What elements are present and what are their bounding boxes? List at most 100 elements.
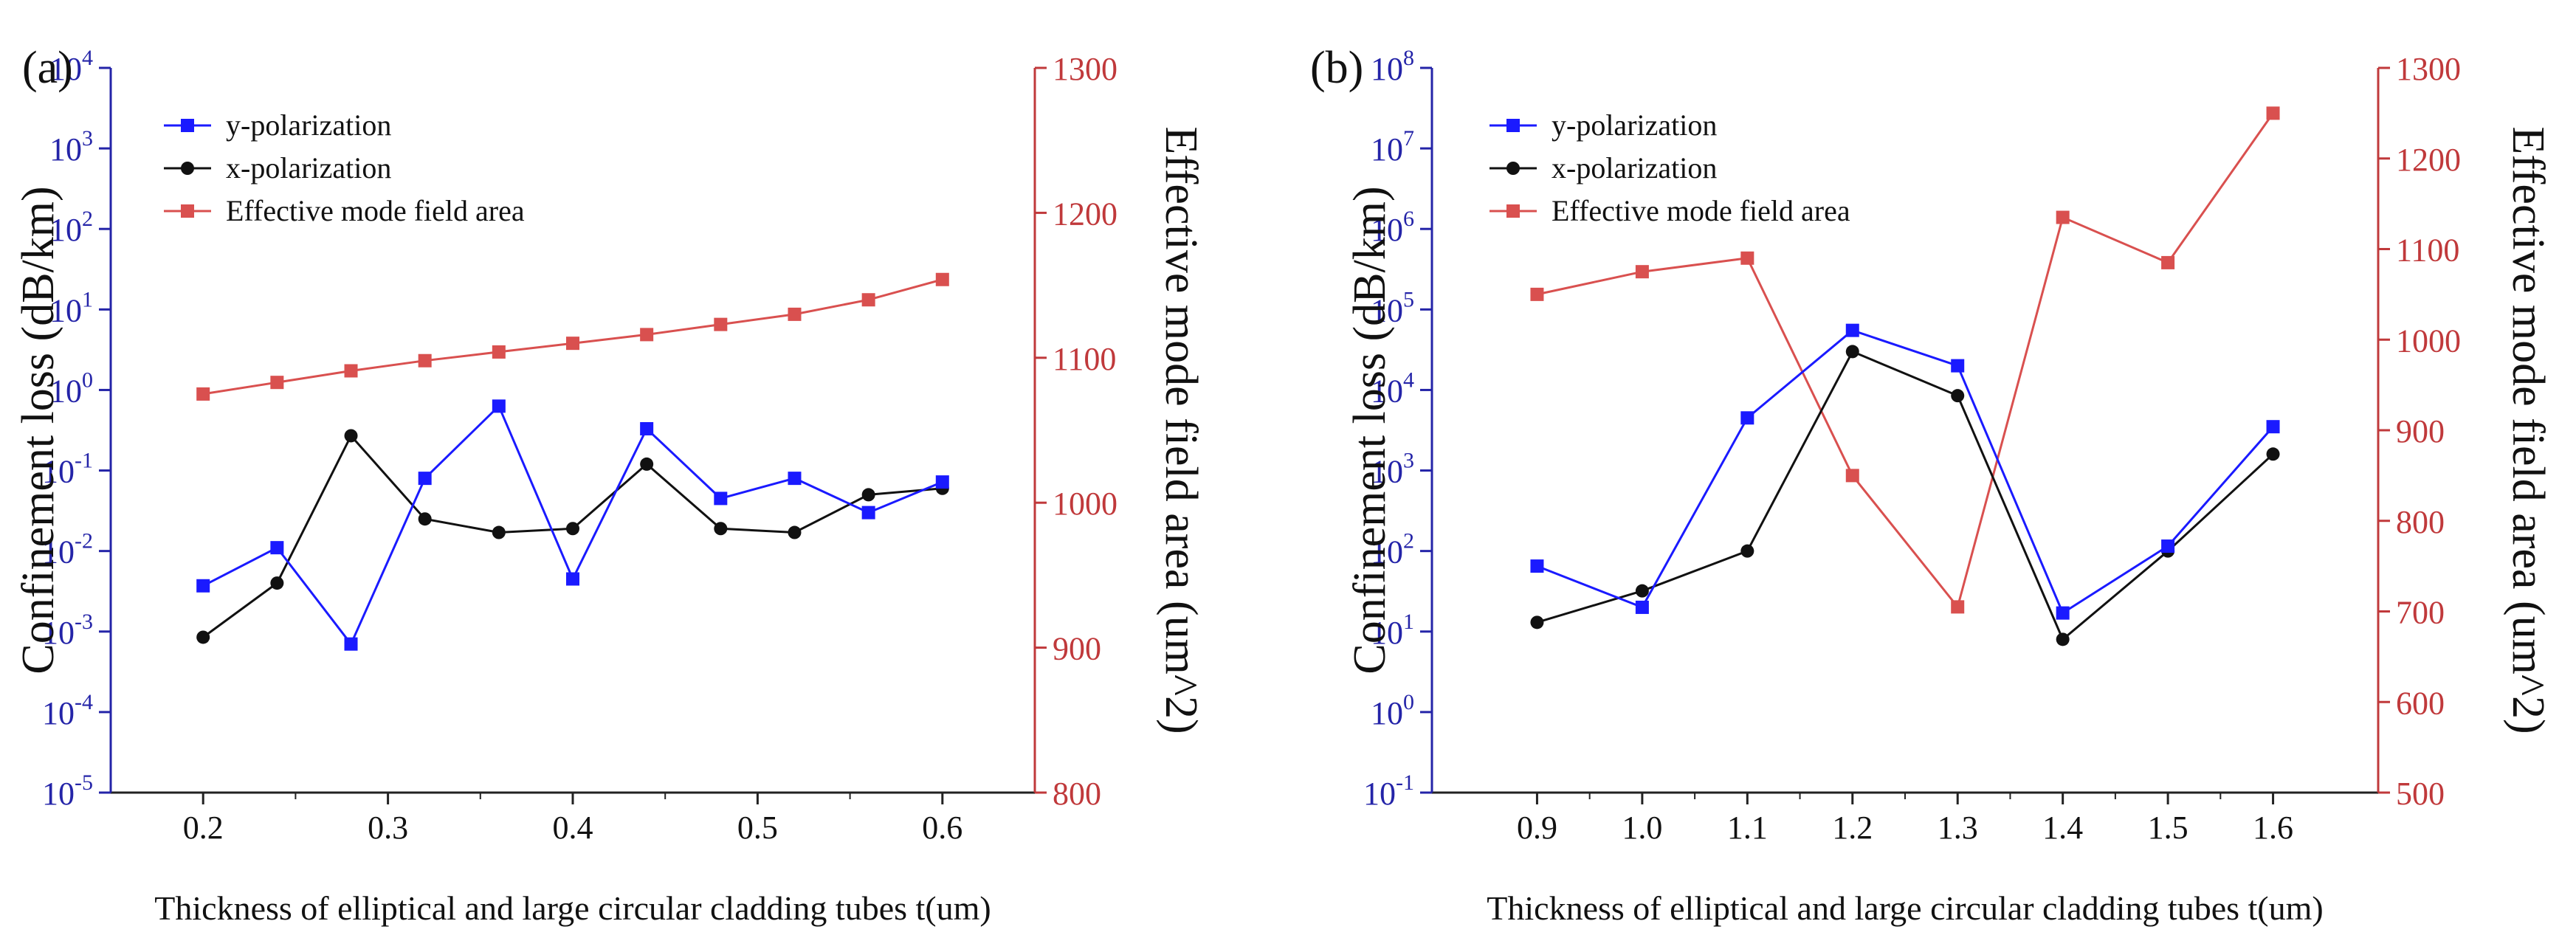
data-point [2161, 539, 2175, 553]
left-y-tick-label: 101 [1371, 610, 1414, 651]
legend-marker [181, 119, 194, 132]
x-tick-label: 1.0 [1622, 810, 1662, 846]
data-point [566, 337, 579, 351]
data-point [1845, 345, 1859, 359]
legend-label: y-polarization [1552, 108, 1717, 142]
left-y-axis-title: Confinement loss (dB/km) [13, 186, 63, 674]
data-point [1740, 251, 1754, 265]
left-y-tick-label: 10-4 [42, 690, 93, 731]
right-y-tick-label: 800 [1053, 776, 1101, 812]
legend-marker [1506, 119, 1520, 132]
left-y-tick-label: 100 [49, 368, 93, 409]
data-point [640, 421, 654, 435]
right-y-axis-title: Effective mode field area (um^2) [1156, 126, 1206, 734]
data-point [2266, 447, 2280, 461]
data-point [640, 457, 654, 471]
data-point [1635, 600, 1649, 614]
data-point [1740, 411, 1754, 425]
right-y-tick-label: 600 [2396, 685, 2445, 721]
legend-label: y-polarization [226, 108, 391, 142]
data-point [1635, 265, 1649, 279]
data-point [935, 272, 949, 286]
data-point [1845, 323, 1859, 337]
right-y-tick-label: 1200 [1053, 196, 1117, 232]
left-y-tick-label: 108 [1371, 46, 1414, 87]
legend: y-polarization x-polarization Effective mo… [1490, 108, 1850, 227]
right-y-tick-label: 900 [2396, 413, 2445, 449]
data-point [1530, 559, 1544, 573]
data-point [1951, 359, 1965, 373]
data-point [714, 317, 728, 331]
data-point [2056, 632, 2070, 646]
left-y-tick-label: 102 [49, 207, 93, 248]
legend-label: x-polarization [1552, 151, 1717, 184]
data-point [861, 506, 875, 520]
left-y-tick-label: 103 [49, 126, 93, 168]
left-y-tick-label: 10-3 [42, 610, 93, 651]
data-point [1951, 600, 1965, 614]
right-y-tick-label: 800 [2396, 504, 2445, 540]
data-point [196, 387, 210, 401]
series-x-polarization [196, 429, 949, 644]
series-x-polarization [1530, 345, 2280, 646]
data-point [2266, 106, 2280, 120]
data-point [1530, 287, 1544, 301]
right-y-tick-label: 1100 [1053, 341, 1116, 377]
right-y-tick-label: 1000 [1053, 486, 1117, 522]
left-y-tick-label: 10-1 [42, 449, 93, 490]
data-point [1740, 544, 1754, 558]
data-point [2266, 420, 2280, 434]
x-axis-title: Thickness of elliptical and large circul… [154, 889, 991, 927]
legend-label: Effective mode field area [226, 194, 525, 227]
left-y-axis-title: Confinement loss (dB/km) [1345, 186, 1395, 674]
data-point [418, 512, 432, 526]
right-y-tick-label: 1200 [2396, 142, 2461, 178]
data-point [714, 522, 728, 536]
x-tick-label: 1.6 [2253, 810, 2293, 846]
data-point [788, 472, 802, 486]
panel-label: (a) [22, 43, 73, 93]
data-point [270, 376, 284, 390]
series-line [1537, 112, 2274, 610]
legend-marker [1506, 162, 1520, 175]
data-point [2161, 255, 2175, 269]
x-tick-label: 0.3 [368, 810, 408, 846]
right-y-axis-title: Effective mode field area (um^2) [2503, 126, 2553, 734]
data-point [270, 576, 284, 590]
x-tick-label: 1.1 [1727, 810, 1768, 846]
legend-label: x-polarization [226, 151, 391, 184]
legend: y-polarization x-polarization Effective mo… [164, 108, 525, 227]
data-point [2056, 606, 2070, 620]
x-tick-label: 0.5 [737, 810, 778, 846]
data-point [566, 522, 579, 536]
panel-b: 0.9 1.0 1.1 1.2 1.3 1.4 1.5 1.6 10-1 100 101 102 103… [1310, 43, 2553, 927]
data-point [566, 572, 579, 586]
legend-label: Effective mode field area [1552, 194, 1850, 227]
data-point [344, 429, 358, 443]
left-y-tick-label: 103 [1371, 449, 1414, 490]
x-tick-label: 1.5 [2148, 810, 2188, 846]
data-point [196, 630, 210, 644]
left-y-tick-label: 10-1 [1363, 770, 1414, 812]
left-y-tick-label: 101 [49, 287, 93, 328]
left-y-tick-label: 102 [1371, 529, 1414, 570]
x-tick-label: 0.6 [922, 810, 962, 846]
left-y-tick-label: 105 [1371, 287, 1414, 328]
legend-marker [181, 162, 194, 175]
left-y-tick-label: 10-5 [42, 770, 93, 812]
series-effective-mode-field-area [196, 272, 949, 401]
data-point [714, 491, 728, 506]
left-y-tick-label: 100 [1371, 690, 1414, 731]
x-tick-label: 0.9 [1517, 810, 1557, 846]
data-point [344, 637, 358, 651]
data-point [861, 488, 875, 502]
x-tick-label: 0.4 [553, 810, 593, 846]
right-y-tick-label: 1100 [2396, 232, 2459, 269]
right-y-tick-label: 500 [2396, 776, 2445, 812]
right-y-tick-label: 1000 [2396, 322, 2461, 359]
data-point [1951, 389, 1965, 403]
data-point [492, 399, 506, 413]
right-y-tick-label: 1300 [1053, 51, 1117, 87]
legend-marker [1506, 204, 1520, 218]
data-point [861, 293, 875, 307]
